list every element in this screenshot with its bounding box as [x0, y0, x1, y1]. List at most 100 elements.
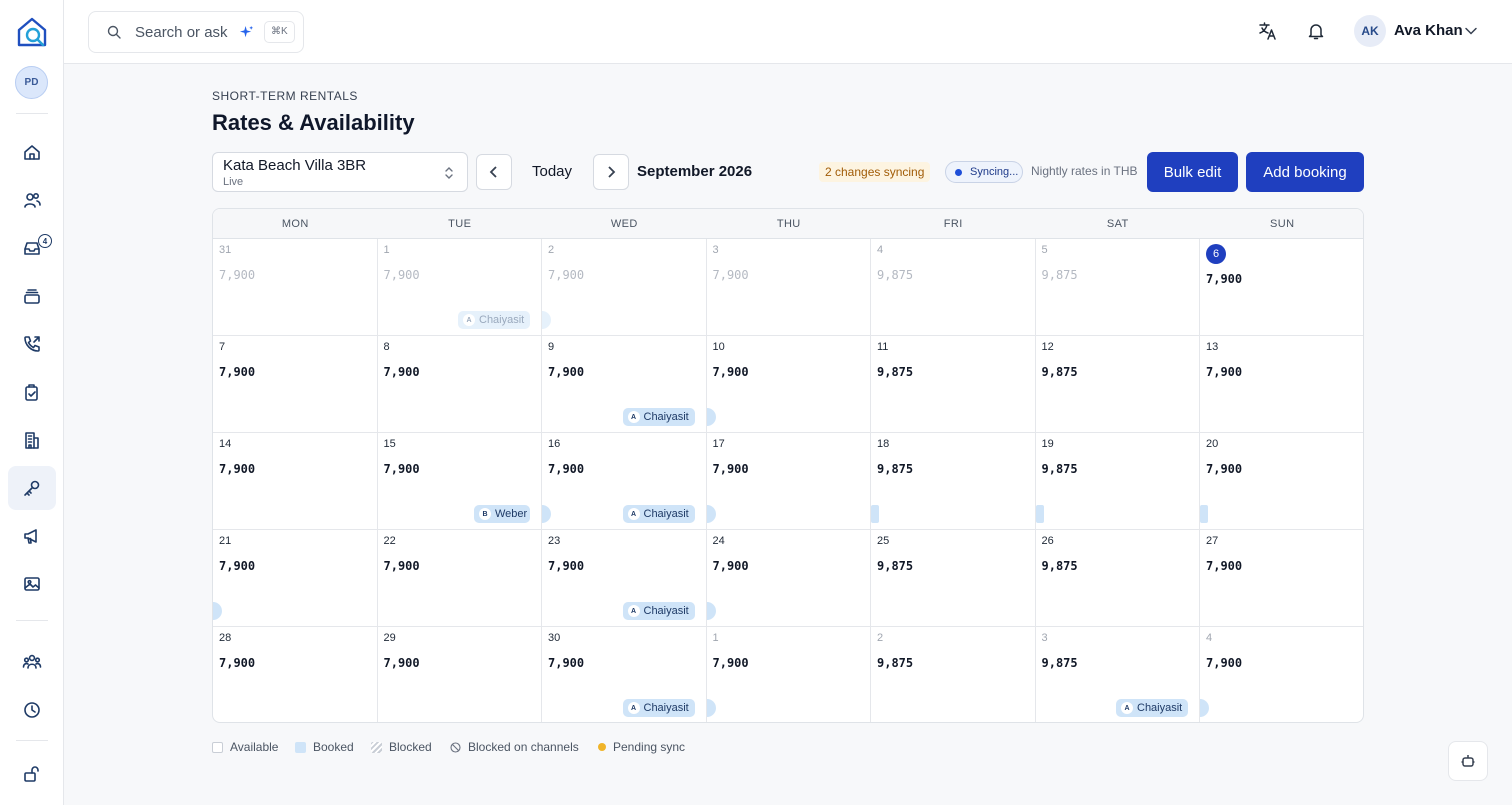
- calendar-day-cell[interactable]: 6 7,900: [1200, 239, 1363, 336]
- chevron-down-icon[interactable]: [1464, 24, 1478, 38]
- calendar-day-cell[interactable]: 8 7,900: [377, 336, 542, 433]
- booking-bar-continuation[interactable]: [706, 408, 716, 426]
- nightly-rate: 7,900: [548, 656, 585, 670]
- booking-bar[interactable]: A Chaiyasit: [622, 505, 695, 523]
- booking-bar[interactable]: B Weber: [474, 505, 530, 523]
- sidebar-item-megaphone[interactable]: [8, 514, 56, 558]
- sidebar-item-clock[interactable]: [8, 688, 56, 732]
- booking-bar[interactable]: A Chaiyasit: [622, 602, 695, 620]
- booking-bar-continuation[interactable]: [542, 311, 551, 329]
- calendar-day-cell[interactable]: 1 7,900: [707, 627, 871, 722]
- sidebar-item-key[interactable]: [8, 466, 56, 510]
- nightly-rate: 9,875: [877, 559, 914, 573]
- calendar-day-cell[interactable]: 13 7,900: [1200, 336, 1363, 433]
- weekday-label: WED: [610, 218, 638, 230]
- calendar-day-cell[interactable]: 22 7,900: [377, 530, 542, 627]
- legend-blocked-channels: Blocked on channels: [450, 740, 579, 754]
- calendar-day-cell[interactable]: 19 9,875: [1035, 433, 1200, 530]
- calendar-day-cell[interactable]: 2 7,900: [542, 239, 707, 336]
- booking-bar-continuation[interactable]: [706, 505, 716, 523]
- booking-bar[interactable]: A Chaiyasit: [1116, 699, 1188, 717]
- weekday-label: MON: [281, 218, 309, 230]
- calendar-day-cell[interactable]: 28 7,900: [213, 627, 378, 722]
- next-month-button[interactable]: [593, 154, 629, 190]
- calendar-day-cell[interactable]: 14 7,900: [213, 433, 378, 530]
- calendar-day-cell[interactable]: 27 7,900: [1200, 530, 1363, 627]
- calendar-day-cell[interactable]: 20 7,900: [1200, 433, 1363, 530]
- today-button[interactable]: Today: [532, 163, 573, 180]
- sidebar-item-phone[interactable]: [8, 322, 56, 366]
- calendar-day-cell[interactable]: 18 9,875: [871, 433, 1036, 530]
- blocked-channel-icon: [450, 741, 461, 753]
- booking-bar-continuation[interactable]: [1200, 699, 1209, 717]
- nightly-rate: 7,900: [712, 559, 749, 573]
- day-number: 5: [1041, 244, 1048, 256]
- bell-icon[interactable]: [1305, 20, 1327, 42]
- calendar-day-cell[interactable]: 24 7,900: [706, 530, 871, 627]
- calendar-day-cell[interactable]: 3 9,875: [1036, 627, 1200, 722]
- day-number: 30: [548, 632, 561, 644]
- sidebar-item-inbox[interactable]: 4: [8, 226, 56, 270]
- calendar-day-cell[interactable]: 2 9,875: [871, 627, 1036, 722]
- legend-label: Blocked on channels: [468, 740, 579, 754]
- calendar-day-cell[interactable]: 9 7,900: [542, 336, 707, 433]
- app-logo-icon[interactable]: [14, 14, 50, 50]
- calendar-day-cell[interactable]: 30 7,900: [542, 627, 707, 722]
- workspace-avatar[interactable]: PD: [15, 66, 48, 99]
- calendar-day-cell[interactable]: 4 9,875: [871, 239, 1036, 336]
- sidebar-item-home[interactable]: [8, 130, 56, 174]
- nightly-rate: 7,900: [548, 365, 585, 379]
- bulk-edit-button[interactable]: Bulk edit: [1147, 152, 1238, 192]
- calendar-day-cell[interactable]: 21 7,900: [213, 530, 378, 627]
- sync-status-pill: Syncing...: [945, 161, 1023, 183]
- calendar-day-cell[interactable]: 26 9,875: [1035, 530, 1200, 627]
- calendar-day-cell[interactable]: 7 7,900: [213, 336, 378, 433]
- user-name[interactable]: Ava Khan: [1394, 22, 1463, 39]
- day-number: 1: [712, 632, 719, 644]
- prev-month-button[interactable]: [476, 154, 512, 190]
- booking-bar[interactable]: A Chaiyasit: [622, 699, 695, 717]
- translate-icon[interactable]: [1257, 20, 1279, 42]
- calendar-day-cell[interactable]: 25 9,875: [871, 530, 1036, 627]
- booking-bar-continuation[interactable]: [871, 505, 879, 523]
- sidebar-item-clipboard[interactable]: [8, 370, 56, 414]
- calendar-day-cell[interactable]: 31 7,900: [213, 239, 378, 336]
- sidebar-item-image[interactable]: [8, 562, 56, 606]
- booking-bar-continuation[interactable]: [706, 699, 716, 717]
- calendar-day-cell[interactable]: 29 7,900: [378, 627, 542, 722]
- sparkle-icon[interactable]: [239, 25, 254, 40]
- booking-bar-continuation[interactable]: [706, 602, 716, 620]
- calendar-day-cell[interactable]: 23 7,900: [542, 530, 707, 627]
- booking-bar-continuation[interactable]: [542, 505, 551, 523]
- calendar-day-cell[interactable]: 17 7,900: [706, 433, 871, 530]
- day-number: 9: [548, 341, 555, 353]
- search-box[interactable]: Search or ask ⌘K: [88, 11, 304, 53]
- booking-bar[interactable]: A Chaiyasit: [622, 408, 695, 426]
- sidebar-item-team[interactable]: [8, 640, 56, 684]
- calendar-day-cell[interactable]: 15 7,900: [377, 433, 542, 530]
- sidebar-item-building[interactable]: [8, 418, 56, 462]
- user-avatar[interactable]: AK: [1354, 15, 1386, 47]
- calendar-day-cell[interactable]: 1 7,900: [377, 239, 542, 336]
- booking-bar[interactable]: A Chaiyasit: [458, 311, 530, 329]
- help-bot-button[interactable]: [1448, 741, 1488, 781]
- calendar-day-cell[interactable]: 16 7,900: [542, 433, 707, 530]
- add-booking-button[interactable]: Add booking: [1246, 152, 1364, 192]
- sidebar-item-stack[interactable]: [8, 274, 56, 318]
- booking-bar-continuation[interactable]: [1035, 505, 1044, 523]
- calendar-day-cell[interactable]: 5 9,875: [1035, 239, 1200, 336]
- calendar-day-cell[interactable]: 4 7,900: [1200, 627, 1363, 722]
- property-select[interactable]: Kata Beach Villa 3BR Live: [212, 152, 468, 192]
- booking-bar-continuation[interactable]: [213, 602, 222, 620]
- calendar-day-cell[interactable]: 10 7,900: [706, 336, 871, 433]
- calendar-day-cell[interactable]: 3 7,900: [706, 239, 871, 336]
- sidebar-item-users[interactable]: [8, 178, 56, 222]
- calendar-day-cell[interactable]: 11 9,875: [871, 336, 1036, 433]
- sidebar-item-unlock[interactable]: [8, 752, 56, 796]
- day-number: 27: [1206, 535, 1219, 547]
- nightly-rate: 7,900: [219, 559, 256, 573]
- clipboard-icon: [25, 384, 38, 401]
- calendar-day-cell[interactable]: 12 9,875: [1035, 336, 1200, 433]
- nightly-rate: 7,900: [219, 268, 256, 282]
- booking-bar-continuation[interactable]: [1200, 505, 1208, 523]
